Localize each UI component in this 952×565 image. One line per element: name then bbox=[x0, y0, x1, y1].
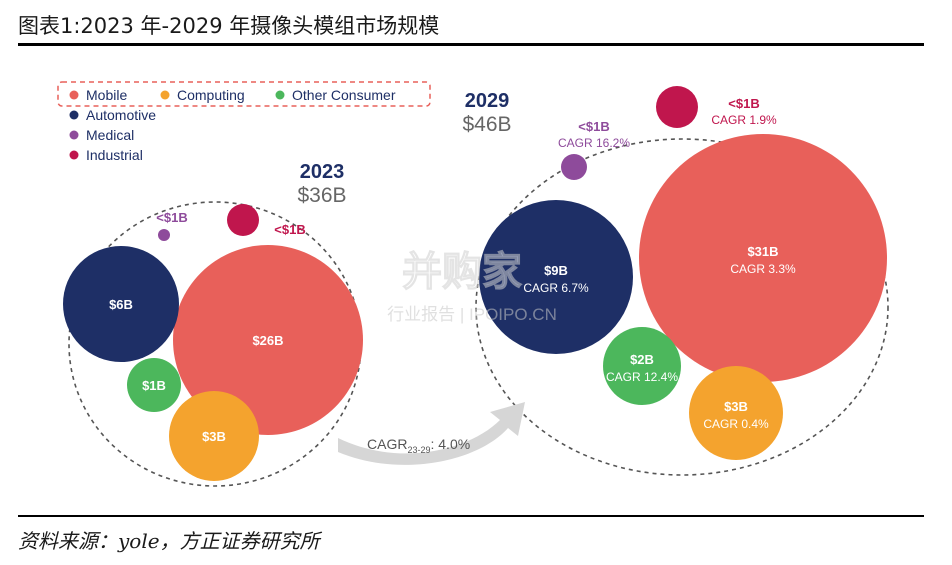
year-2023-label: 2023 bbox=[300, 161, 345, 183]
legend-marker-computing bbox=[160, 90, 170, 100]
bubble-2029-medical-value-label: <$1B bbox=[578, 119, 609, 134]
bubble-2023-industrial-value-label: <$1B bbox=[274, 222, 305, 237]
bubble-2029-automotive-cagr-label: CAGR 6.7% bbox=[523, 281, 589, 295]
bubble-2029-computing-cagr-label: CAGR 0.4% bbox=[703, 417, 769, 431]
bubble-2023-computing-value-label: $3B bbox=[202, 429, 226, 444]
bubble-2029-industrial bbox=[656, 86, 698, 128]
bubble-2029-other-consumer bbox=[603, 327, 681, 405]
legend-marker-automotive bbox=[69, 110, 79, 120]
legend-label-other-consumer: Other Consumer bbox=[292, 87, 396, 103]
bubbles: $26B $6B $3B $1B <$1B <$1B $31B CAGR 3.3% $9B CAG… bbox=[63, 86, 887, 481]
source-note: 资料来源：yole，方正证券研究所 bbox=[18, 529, 320, 553]
bubble-2029-other-consumer-cagr-label: CAGR 12.4% bbox=[606, 370, 678, 384]
top-rule bbox=[18, 43, 924, 46]
bubble-2029-medical-cagr-label: CAGR 16.2% bbox=[558, 136, 630, 150]
bubble-2023-automotive-value-label: $6B bbox=[109, 297, 133, 312]
bubble-2029-automotive-value-label: $9B bbox=[544, 263, 568, 278]
figure-title: 图表1:2023 年-2029 年摄像头模组市场规模 bbox=[18, 14, 440, 38]
bubble-2023-medical-value-label: <$1B bbox=[156, 210, 187, 225]
group-2029-outline bbox=[475, 138, 889, 476]
bubble-2023-automotive bbox=[63, 246, 179, 362]
bubble-2029-mobile bbox=[639, 134, 887, 382]
bubble-2029-computing bbox=[689, 366, 783, 460]
bubble-2023-other-consumer-value-label: $1B bbox=[142, 378, 166, 393]
watermark-sub: 行业报告 | IPOIPO.CN bbox=[387, 305, 557, 324]
bubble-2023-mobile-value-label: $26B bbox=[252, 333, 283, 348]
legend-label-industrial: Industrial bbox=[86, 147, 143, 163]
legend-marker-medical bbox=[69, 130, 79, 140]
bubble-2023-medical bbox=[158, 229, 170, 241]
bubble-2029-medical bbox=[561, 154, 587, 180]
legend-marker-industrial bbox=[69, 150, 79, 160]
bubble-2029-industrial-value-label: <$1B bbox=[728, 96, 759, 111]
growth-arrow bbox=[338, 402, 525, 465]
bubble-2029-computing-value-label: $3B bbox=[724, 399, 748, 414]
bottom-rule bbox=[18, 515, 924, 517]
bubble-2023-computing bbox=[169, 391, 259, 481]
bubble-2023-other-consumer bbox=[127, 358, 181, 412]
bubble-2023-mobile bbox=[173, 245, 363, 435]
legend-dashed-frame bbox=[57, 81, 431, 107]
bubble-2023-industrial bbox=[227, 204, 259, 236]
legend-label-computing: Computing bbox=[177, 87, 245, 103]
bubble-2029-other-consumer-value-label: $2B bbox=[630, 352, 654, 367]
year-2029-label: 2029 bbox=[465, 90, 510, 112]
bubble-2029-automotive bbox=[479, 200, 633, 354]
total-2029-label: $46B bbox=[462, 113, 511, 136]
legend-label-mobile: Mobile bbox=[86, 87, 127, 103]
total-2023-label: $36B bbox=[297, 184, 346, 207]
legend: Mobile Computing Other Consumer Automotive M… bbox=[69, 87, 396, 163]
bubble-2029-industrial-cagr-label: CAGR 1.9% bbox=[711, 113, 777, 127]
legend-marker-mobile bbox=[69, 90, 79, 100]
watermark-main: 并购家 bbox=[402, 250, 522, 294]
legend-label-medical: Medical bbox=[86, 127, 134, 143]
legend-label-automotive: Automotive bbox=[86, 107, 156, 123]
bubble-2029-mobile-cagr-label: CAGR 3.3% bbox=[730, 262, 796, 276]
legend-marker-other-consumer bbox=[275, 90, 285, 100]
growth-arrow-label: CAGR23-29: 4.0% bbox=[367, 436, 470, 455]
bubble-2029-mobile-value-label: $31B bbox=[747, 244, 778, 259]
watermark: 并购家 行业报告 | IPOIPO.CN bbox=[387, 250, 557, 325]
